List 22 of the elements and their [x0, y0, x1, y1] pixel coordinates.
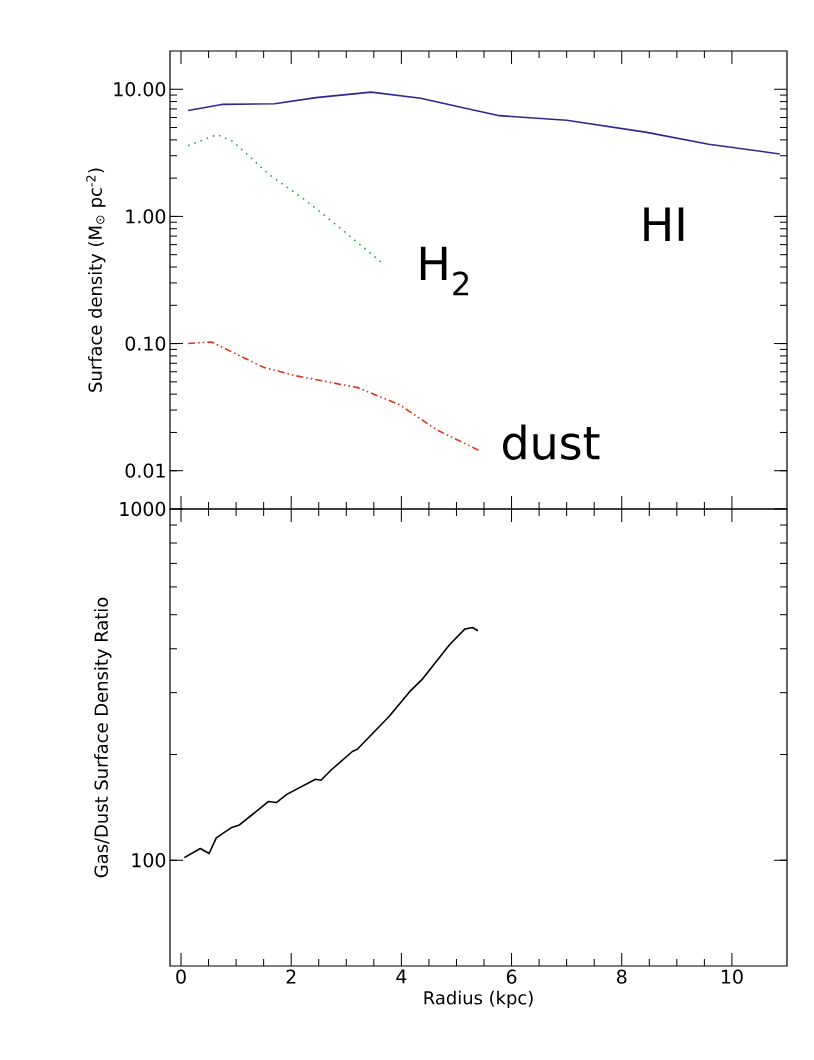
x-tick-label: 10 — [721, 969, 743, 984]
y-tick-label: 0.01 — [125, 463, 165, 478]
y-tick-label: 1000 — [120, 501, 166, 517]
y-axis-title: Surface density (M$_{⊙}$ pc$^{-2}$) — [86, 168, 106, 392]
line-series — [187, 133, 383, 264]
y-tick-label: 0.10 — [125, 336, 166, 351]
y-axis-title: Gas/Dust Surface Density Ratio — [94, 597, 112, 878]
x-tick-label: 8 — [617, 969, 627, 984]
x-axis-title: Radius (kpc) — [424, 990, 533, 1009]
line-series — [187, 341, 480, 451]
x-tick-label: 4 — [396, 969, 407, 984]
x-tick-label: 0 — [176, 969, 186, 984]
series-label: H$_{2}$ — [420, 246, 469, 296]
y-tick-label: 10.00 — [114, 82, 166, 97]
line-series — [187, 91, 781, 155]
x-tick-label: 6 — [506, 969, 517, 984]
y-tick-label: 1.00 — [126, 209, 166, 224]
y-tick-label: 100 — [132, 853, 166, 868]
line-series — [183, 626, 479, 859]
series-label: dust — [503, 424, 600, 460]
series-label: HI — [644, 207, 684, 241]
x-tick-label: 2 — [286, 969, 296, 984]
